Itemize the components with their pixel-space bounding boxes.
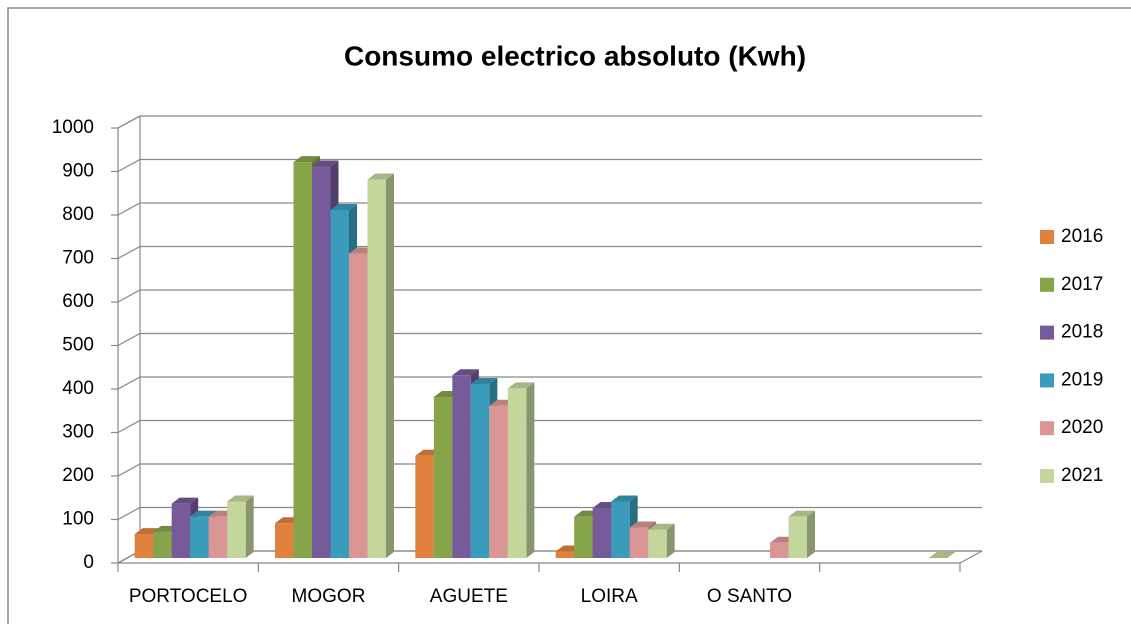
bar-top	[452, 369, 479, 376]
bar-front	[275, 523, 294, 558]
bar-top	[293, 156, 320, 163]
bar-side	[666, 523, 675, 558]
legend-swatch	[1040, 421, 1054, 436]
bar	[648, 523, 675, 558]
bar-front	[770, 542, 789, 558]
bar-top	[507, 382, 535, 389]
bar-front	[433, 397, 453, 558]
bar-top	[312, 160, 339, 167]
y-tick-label: 500	[62, 335, 94, 356]
bar-front	[415, 455, 434, 558]
bar-front	[592, 507, 612, 558]
bar-side	[245, 495, 254, 558]
bar-top	[629, 521, 657, 528]
bar-front	[788, 516, 807, 558]
x-tick-label: PORTOCELO	[129, 586, 248, 607]
legend-label: 2019	[1061, 369, 1103, 390]
grid-line	[117, 332, 982, 347]
x-tick-label: LOIRA	[581, 586, 638, 607]
grid-line	[117, 463, 982, 477]
bar-front	[367, 179, 386, 559]
bar-front	[190, 516, 209, 558]
legend-label: 2016	[1061, 226, 1103, 247]
y-tick-label: 100	[62, 509, 94, 530]
bar-front	[611, 501, 630, 558]
bar	[507, 382, 535, 558]
bar-top	[648, 523, 675, 530]
grid-line	[117, 289, 982, 303]
bar-top	[788, 510, 815, 517]
y-tick-label: 600	[62, 291, 94, 312]
bar-top	[367, 173, 394, 180]
bar-front	[489, 405, 508, 558]
bar-front	[293, 162, 312, 558]
chart-title: Consumo electrico absoluto (Kwh)	[344, 40, 806, 71]
bar	[928, 552, 956, 558]
bar-front	[312, 166, 331, 558]
bar-side	[386, 173, 394, 559]
grid-line	[117, 158, 982, 173]
y-tick-label: 0	[83, 552, 94, 573]
x-tick-label: AGUETE	[430, 586, 508, 607]
legend-label: 2020	[1061, 417, 1103, 438]
legend-label: 2017	[1061, 274, 1103, 295]
bar-top	[227, 495, 254, 502]
bar-top	[190, 510, 217, 517]
bar	[788, 510, 815, 558]
legend-label: 2021	[1061, 465, 1103, 486]
legend-swatch	[1040, 325, 1054, 340]
bar-top	[171, 497, 199, 504]
grid-line	[117, 376, 982, 390]
bar-front	[134, 534, 154, 558]
bar-front	[648, 529, 667, 558]
grid-line	[117, 245, 982, 260]
grid-line	[117, 115, 982, 129]
bar-side	[807, 510, 815, 558]
bar-top	[928, 552, 956, 558]
grid-line	[117, 506, 982, 521]
y-tick-label: 400	[62, 378, 94, 399]
bar-front	[208, 516, 228, 558]
bar-front	[349, 253, 368, 558]
bar-front	[574, 516, 593, 558]
bar-front	[555, 551, 575, 558]
bar	[367, 173, 394, 559]
bar-front	[507, 388, 527, 558]
y-tick-label: 900	[62, 161, 94, 182]
legend-swatch	[1040, 277, 1054, 292]
y-tick-label: 300	[62, 422, 94, 443]
bar-top	[470, 378, 498, 384]
legend-swatch	[1040, 230, 1054, 244]
bar-front	[452, 375, 471, 558]
legend-swatch	[1040, 373, 1054, 388]
legend-swatch	[1040, 469, 1054, 483]
x-tick-label: O SANTO	[707, 586, 792, 607]
bar-front	[153, 531, 172, 558]
grid-line	[117, 202, 982, 216]
bar-front	[171, 503, 191, 558]
grid-line	[117, 419, 982, 434]
bar-side	[526, 382, 535, 558]
x-tick-label: MOGOR	[292, 586, 366, 607]
bar-top	[611, 495, 638, 502]
y-tick-label: 200	[62, 465, 94, 486]
bar	[227, 495, 254, 558]
legend-label: 2018	[1061, 322, 1103, 343]
bar-front	[227, 501, 246, 558]
bar-front	[470, 384, 490, 558]
y-tick-label: 800	[62, 204, 94, 225]
bar-top	[330, 204, 357, 210]
y-tick-label: 1000	[52, 117, 94, 138]
bar-front	[629, 527, 649, 558]
bar-front	[330, 210, 349, 558]
y-tick-label: 700	[62, 248, 94, 269]
